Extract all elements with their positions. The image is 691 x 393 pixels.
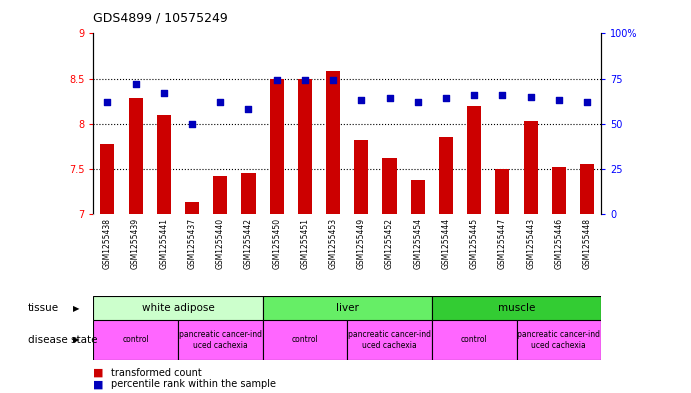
Point xyxy=(582,99,593,105)
Point xyxy=(497,92,508,98)
Point xyxy=(130,81,141,87)
Text: GSM1255445: GSM1255445 xyxy=(470,218,479,269)
Text: GSM1255454: GSM1255454 xyxy=(413,218,422,269)
Text: liver: liver xyxy=(336,303,359,313)
Text: GSM1255449: GSM1255449 xyxy=(357,218,366,269)
Bar xyxy=(93,296,263,320)
Text: GSM1255446: GSM1255446 xyxy=(554,218,563,269)
Point xyxy=(553,97,565,103)
Point xyxy=(271,77,282,84)
Bar xyxy=(269,79,284,214)
Bar xyxy=(100,144,115,214)
Text: control: control xyxy=(292,336,319,344)
Text: GSM1255437: GSM1255437 xyxy=(187,218,196,269)
Bar xyxy=(552,167,566,214)
Point xyxy=(299,77,310,84)
Bar xyxy=(129,99,142,214)
Text: GSM1255442: GSM1255442 xyxy=(244,218,253,269)
Text: GSM1255441: GSM1255441 xyxy=(160,218,169,269)
Point xyxy=(356,97,367,103)
Text: GSM1255440: GSM1255440 xyxy=(216,218,225,269)
Bar xyxy=(178,320,263,360)
Bar xyxy=(432,320,516,360)
Point xyxy=(243,106,254,112)
Bar xyxy=(347,320,432,360)
Text: GSM1255452: GSM1255452 xyxy=(385,218,394,269)
Text: disease state: disease state xyxy=(28,335,97,345)
Text: ■: ■ xyxy=(93,379,104,389)
Text: GSM1255444: GSM1255444 xyxy=(442,218,451,269)
Text: ▶: ▶ xyxy=(73,336,79,344)
Text: percentile rank within the sample: percentile rank within the sample xyxy=(111,379,276,389)
Text: pancreatic cancer-ind
uced cachexia: pancreatic cancer-ind uced cachexia xyxy=(179,330,262,350)
Text: GSM1255451: GSM1255451 xyxy=(301,218,310,269)
Bar xyxy=(383,158,397,214)
Bar xyxy=(263,320,347,360)
Point xyxy=(102,99,113,105)
Text: ■: ■ xyxy=(93,367,104,378)
Text: white adipose: white adipose xyxy=(142,303,214,313)
Point xyxy=(384,95,395,102)
Bar xyxy=(432,296,601,320)
Bar xyxy=(93,320,178,360)
Bar xyxy=(185,202,199,214)
Text: GSM1255443: GSM1255443 xyxy=(526,218,535,269)
Text: GSM1255439: GSM1255439 xyxy=(131,218,140,269)
Point xyxy=(328,77,339,84)
Text: transformed count: transformed count xyxy=(111,367,201,378)
Text: ▶: ▶ xyxy=(73,304,79,312)
Bar xyxy=(580,163,594,214)
Text: GSM1255450: GSM1255450 xyxy=(272,218,281,269)
Text: pancreatic cancer-ind
uced cachexia: pancreatic cancer-ind uced cachexia xyxy=(348,330,431,350)
Point xyxy=(215,99,226,105)
Point xyxy=(468,92,480,98)
Bar xyxy=(298,79,312,214)
Text: control: control xyxy=(122,336,149,344)
Bar xyxy=(157,115,171,214)
Bar xyxy=(439,137,453,214)
Text: tissue: tissue xyxy=(28,303,59,313)
Bar xyxy=(241,173,256,214)
Point xyxy=(413,99,424,105)
Text: pancreatic cancer-ind
uced cachexia: pancreatic cancer-ind uced cachexia xyxy=(518,330,600,350)
Text: control: control xyxy=(461,336,488,344)
Bar xyxy=(467,106,481,214)
Bar xyxy=(214,176,227,214)
Point xyxy=(187,121,198,127)
Bar xyxy=(524,121,538,214)
Text: GSM1255438: GSM1255438 xyxy=(103,218,112,269)
Text: GSM1255453: GSM1255453 xyxy=(329,218,338,269)
Bar xyxy=(410,180,425,214)
Bar xyxy=(354,140,368,214)
Bar xyxy=(263,296,432,320)
Text: muscle: muscle xyxy=(498,303,536,313)
Point xyxy=(525,94,536,100)
Text: GDS4899 / 10575249: GDS4899 / 10575249 xyxy=(93,12,228,25)
Text: GSM1255447: GSM1255447 xyxy=(498,218,507,269)
Bar xyxy=(516,320,601,360)
Point xyxy=(440,95,451,102)
Text: GSM1255448: GSM1255448 xyxy=(583,218,591,269)
Bar xyxy=(495,169,509,214)
Point xyxy=(158,90,169,96)
Bar xyxy=(326,72,340,214)
